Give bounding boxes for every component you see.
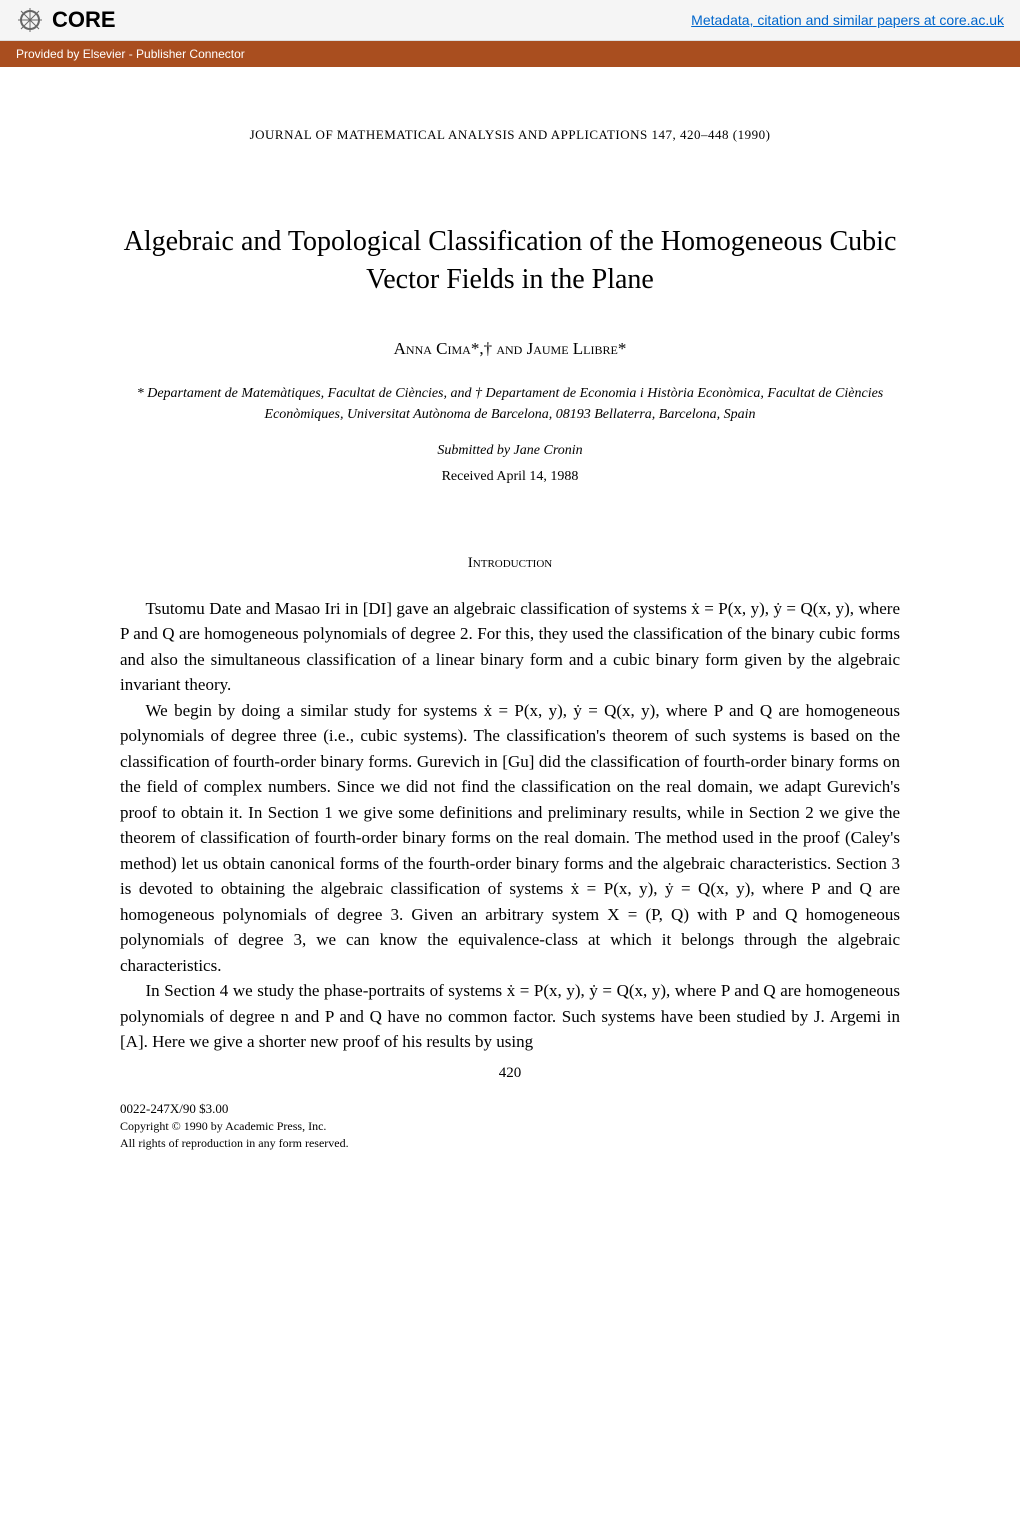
core-logo-icon xyxy=(16,6,44,34)
footer-info: 0022-247X/90 $3.00 Copyright © 1990 by A… xyxy=(120,1100,900,1152)
section-heading-introduction: Introduction xyxy=(120,555,900,572)
paper-title: Algebraic and Topological Classification… xyxy=(120,223,900,299)
page-content: JOURNAL OF MATHEMATICAL ANALYSIS AND APP… xyxy=(0,67,1020,1191)
core-header: CORE Metadata, citation and similar pape… xyxy=(0,0,1020,41)
body-paragraph: Tsutomu Date and Masao Iri in [DI] gave … xyxy=(120,596,900,698)
core-metadata-link[interactable]: Metadata, citation and similar papers at… xyxy=(691,12,1004,28)
journal-reference: JOURNAL OF MATHEMATICAL ANALYSIS AND APP… xyxy=(120,127,900,143)
submitted-by: Submitted by Jane Cronin xyxy=(120,443,900,459)
body-text: Tsutomu Date and Masao Iri in [DI] gave … xyxy=(120,596,900,1055)
affiliations: * Departament de Matemàtiques, Facultat … xyxy=(120,383,900,425)
body-paragraph: In Section 4 we study the phase-portrait… xyxy=(120,978,900,1055)
received-date: Received April 14, 1988 xyxy=(120,469,900,485)
page-number: 420 xyxy=(120,1065,900,1082)
footer-issn: 0022-247X/90 $3.00 xyxy=(120,1100,900,1118)
core-logo-text: CORE xyxy=(52,7,116,33)
footer-copyright: Copyright © 1990 by Academic Press, Inc. xyxy=(120,1118,900,1135)
provider-bar: Provided by Elsevier - Publisher Connect… xyxy=(0,41,1020,67)
body-paragraph: We begin by doing a similar study for sy… xyxy=(120,698,900,979)
footer-rights: All rights of reproduction in any form r… xyxy=(120,1135,900,1152)
core-logo-group: CORE xyxy=(16,6,116,34)
provider-text: Provided by Elsevier - Publisher Connect… xyxy=(16,47,245,61)
authors: Anna Cima*,† and Jaume Llibre* xyxy=(120,339,900,359)
